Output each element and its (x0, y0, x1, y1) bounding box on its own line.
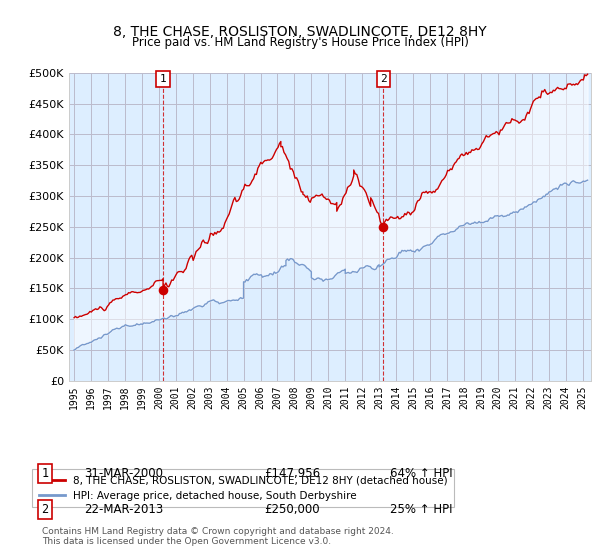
Text: 64% ↑ HPI: 64% ↑ HPI (390, 466, 452, 480)
Text: 22-MAR-2013: 22-MAR-2013 (84, 503, 163, 516)
Text: 1: 1 (41, 466, 49, 480)
Text: 2: 2 (380, 74, 387, 84)
Point (379, 222, 388, 231)
Text: £250,000: £250,000 (264, 503, 320, 516)
Text: 2: 2 (41, 503, 49, 516)
Text: 8, THE CHASE, ROSLISTON, SWADLINCOTE, DE12 8HY: 8, THE CHASE, ROSLISTON, SWADLINCOTE, DE… (113, 25, 487, 39)
Text: £147,956: £147,956 (264, 466, 320, 480)
Text: 1: 1 (160, 74, 166, 84)
Legend: 8, THE CHASE, ROSLISTON, SWADLINCOTE, DE12 8HY (detached house), HPI: Average pr: 8, THE CHASE, ROSLISTON, SWADLINCOTE, DE… (32, 469, 454, 507)
Text: Contains HM Land Registry data © Crown copyright and database right 2024.
This d: Contains HM Land Registry data © Crown c… (42, 526, 394, 546)
Text: 25% ↑ HPI: 25% ↑ HPI (390, 503, 452, 516)
Text: Price paid vs. HM Land Registry's House Price Index (HPI): Price paid vs. HM Land Registry's House … (131, 36, 469, 49)
Point (158, 285, 168, 294)
Text: 31-MAR-2000: 31-MAR-2000 (84, 466, 163, 480)
